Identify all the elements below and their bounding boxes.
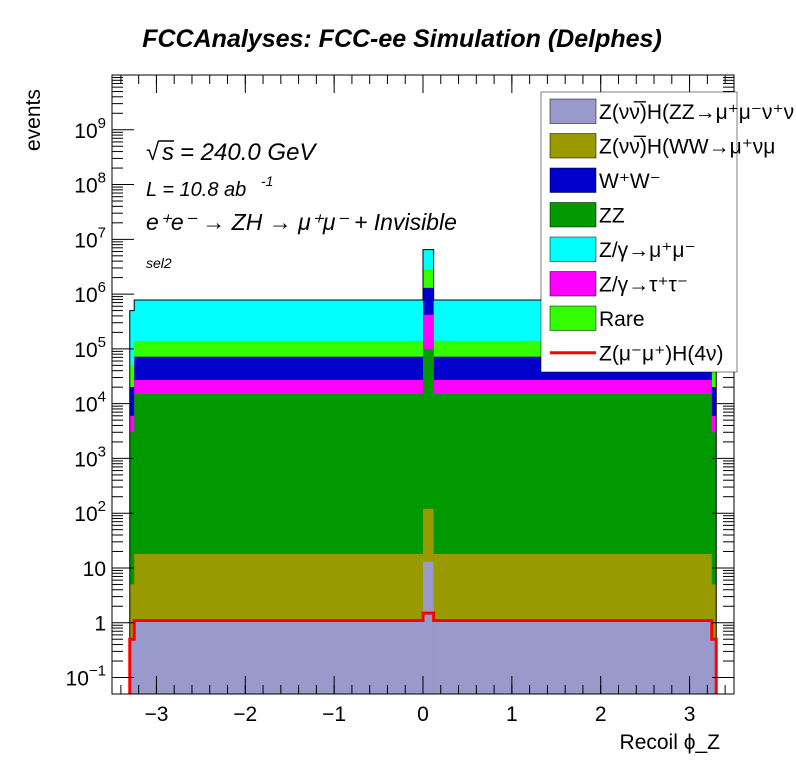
legend-label: Z(νν̅)H(WW→μ⁺νμ	[599, 136, 775, 159]
x-tick-label: 2	[595, 703, 607, 726]
x-tick-label: 3	[684, 703, 696, 726]
process-label: e⁺e⁻ → ZH → μ⁺μ⁻ + Invisible	[146, 209, 457, 235]
legend-label: Z/γ→τ⁺τ⁻	[599, 274, 688, 297]
legend-swatch	[549, 133, 597, 159]
bar-0-edge-0	[129, 639, 139, 694]
legend-swatch	[549, 98, 597, 124]
chart-title: FCCAnalyses: FCC-ee Simulation (Delphes)	[142, 25, 662, 53]
x-axis-label: Recoil ϕ_Z	[620, 731, 721, 754]
bar-0-edge-1	[707, 639, 717, 694]
y-tick-label: 109	[74, 115, 106, 143]
legend-label: Z(νν̅)H(ZZ→μ⁺μ⁻ν⁺ν	[599, 101, 794, 124]
sqrt-s-symbol: √	[146, 139, 160, 166]
y-tick-label: 10−1	[66, 663, 106, 691]
y-tick-label: 104	[74, 389, 106, 417]
bar-0-right	[433, 620, 712, 694]
y-tick-label: 103	[74, 443, 106, 471]
x-tick-label: 1	[506, 703, 518, 726]
signal-line	[128, 611, 718, 694]
y-tick-label: 108	[74, 170, 106, 198]
x-tick-label: −3	[144, 703, 168, 726]
legend-swatch	[549, 305, 597, 331]
bar-0-peak	[423, 561, 434, 694]
legend-swatch	[549, 271, 597, 297]
y-tick-label: 105	[74, 334, 106, 362]
x-tick-label: −2	[233, 703, 257, 726]
bar-0-left	[134, 620, 423, 694]
lumi-exponent: -1	[261, 173, 273, 189]
y-tick-label: 107	[74, 224, 106, 252]
y-tick-label: 102	[74, 498, 106, 526]
y-tick-label: 106	[74, 279, 106, 307]
y-tick-label: 1	[94, 613, 106, 636]
y-tick-label: 10	[83, 558, 106, 581]
sqrt-s-value: = 240.0 GeV	[180, 139, 317, 166]
y-axis-label: events	[22, 89, 45, 151]
legend-label: Z/γ→μ⁺μ⁻	[599, 239, 696, 262]
x-tick-label: −1	[322, 703, 346, 726]
legend-swatch	[549, 167, 597, 193]
legend-swatch	[549, 202, 597, 228]
legend-swatch	[549, 236, 597, 262]
lumi-label: L = 10.8 ab	[146, 179, 246, 201]
legend-label: Rare	[599, 308, 645, 331]
selection-label: sel2	[146, 255, 172, 271]
legend-label: ZZ	[599, 205, 625, 228]
annotations: √ s = 240.0 GeV L = 10.8 ab -1 e⁺e⁻ → ZH…	[146, 139, 457, 271]
sqrt-s-s: s	[162, 139, 174, 166]
legend: Z(νν̅)H(ZZ→μ⁺μ⁻ν⁺ν Z(νν̅)H(WW→μ⁺νμ W⁺W⁻ ZZ Z…	[540, 91, 794, 373]
x-tick-label: 0	[417, 703, 429, 726]
legend-label: W⁺W⁻	[599, 170, 661, 193]
legend-label: Z(μ⁻μ⁺)H(4ν)	[599, 343, 724, 366]
